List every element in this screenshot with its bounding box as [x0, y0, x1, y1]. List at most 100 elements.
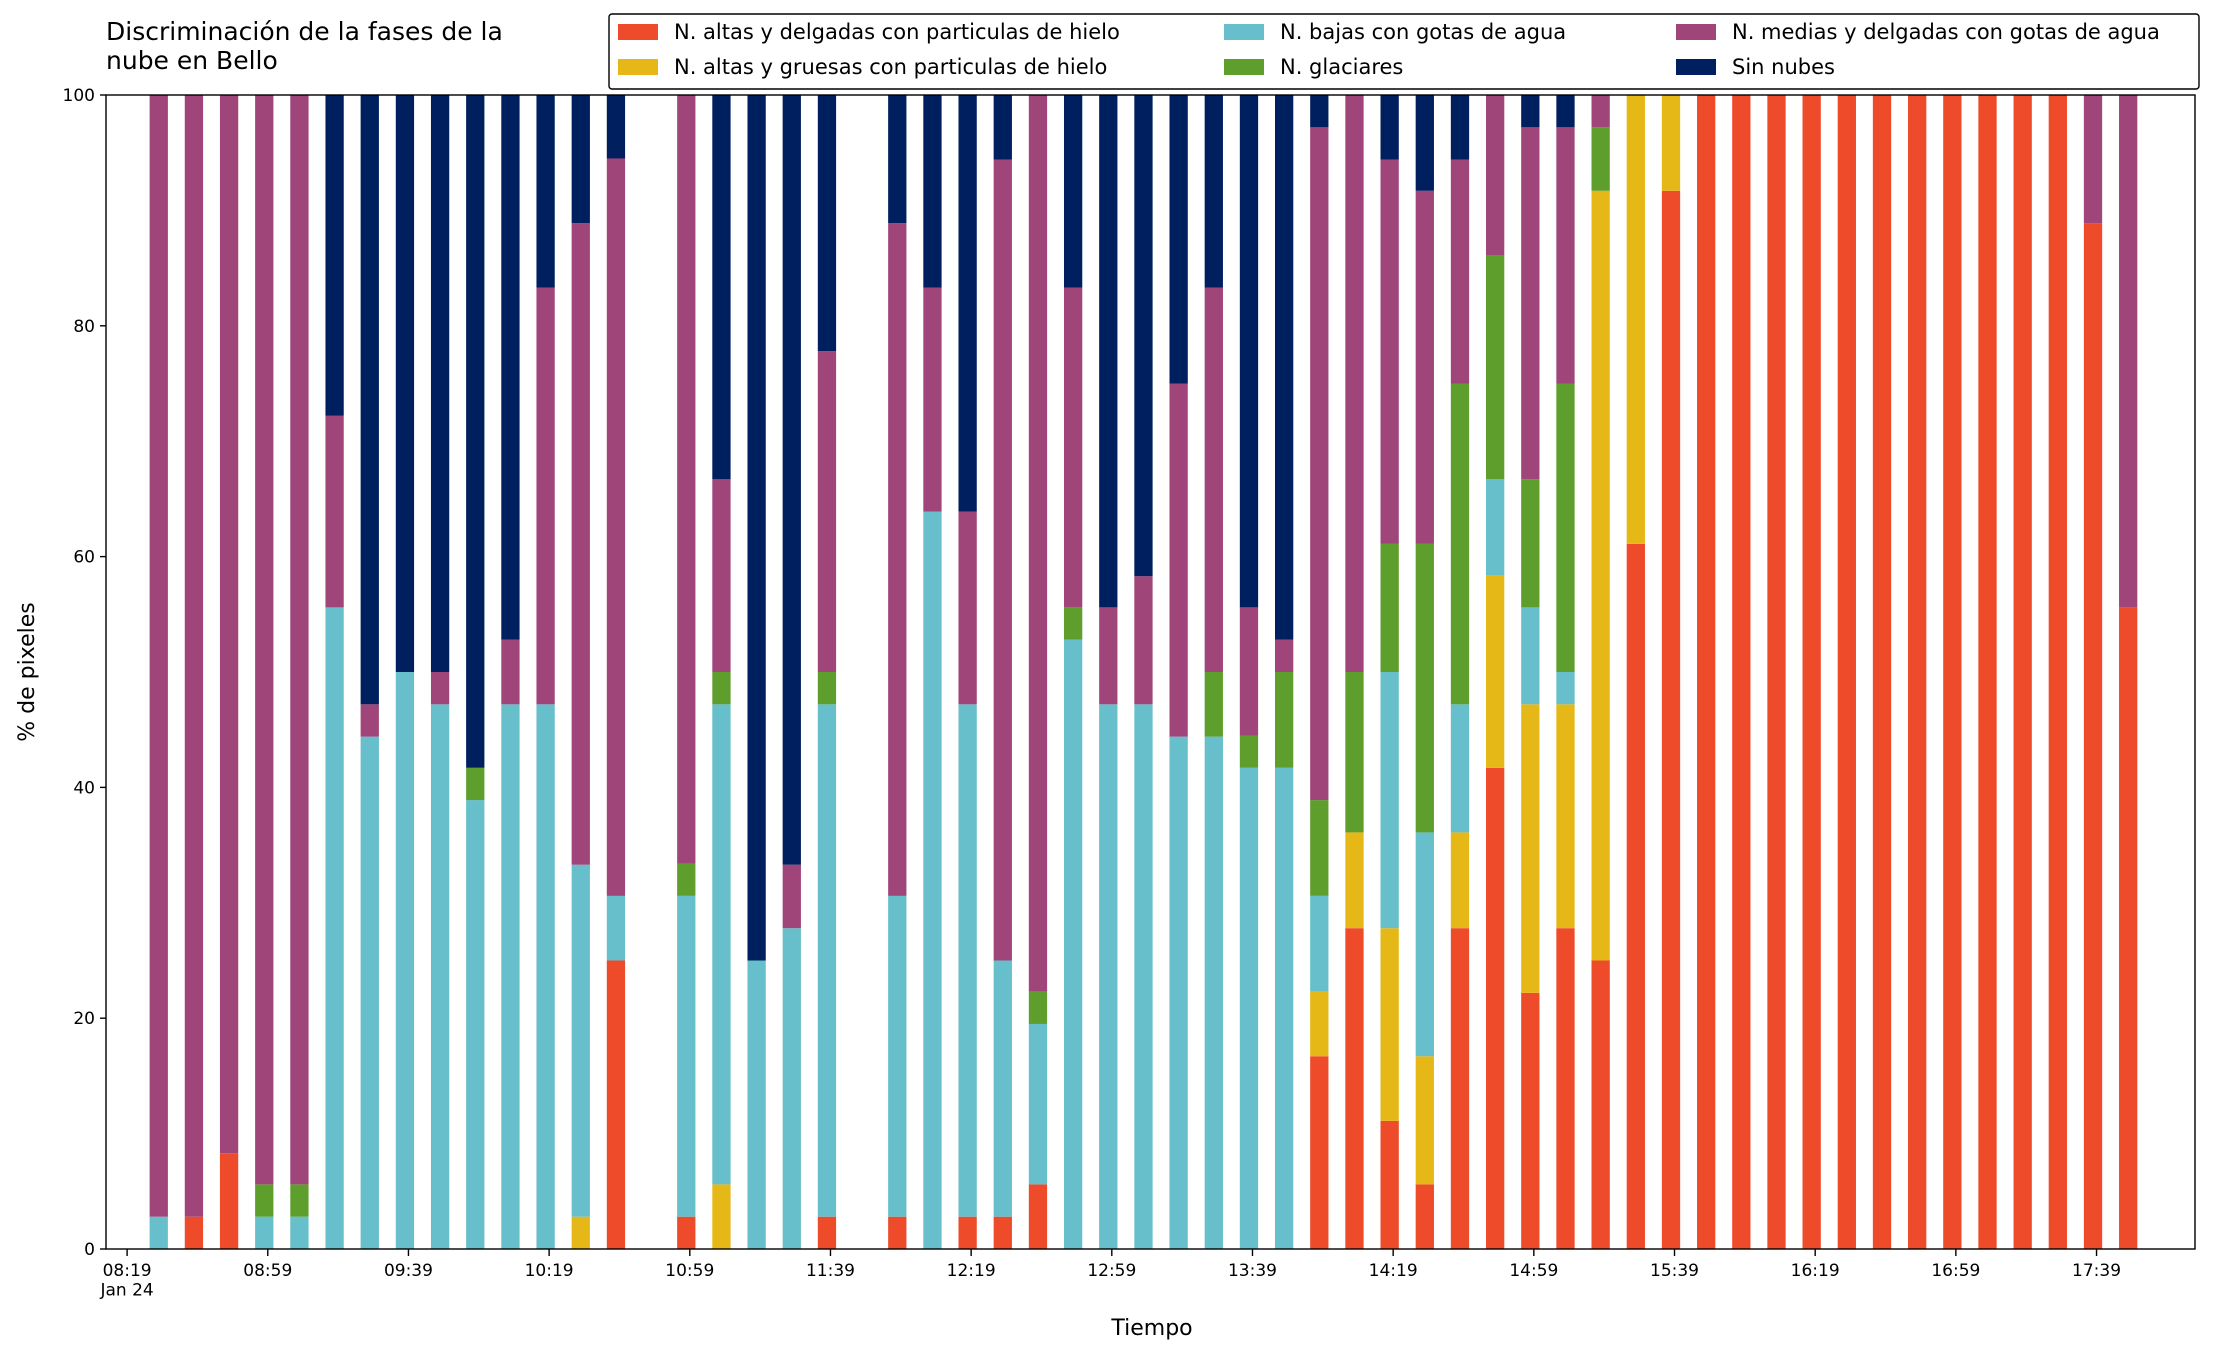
bar-segment [817, 704, 837, 1217]
bar-segment [1486, 575, 1505, 768]
bar-segment [1239, 735, 1259, 768]
x-tick-label: 12:19 [947, 1261, 996, 1281]
bar-segment [958, 95, 977, 512]
bar-segment [1556, 704, 1575, 929]
legend-label: N. bajas con gotas de agua [1280, 20, 1566, 44]
bar-segment [1239, 767, 1259, 1249]
bar-segment [1274, 639, 1294, 672]
bar-segment [501, 704, 520, 1249]
bar-segment [395, 95, 415, 672]
bar-segment [1450, 159, 1470, 384]
x-tick-label: 14:59 [1509, 1261, 1558, 1281]
bar-segment [1063, 287, 1083, 608]
bar-segment [1310, 127, 1329, 801]
bar-segment [1521, 95, 1540, 128]
bar-segment [1204, 736, 1223, 1249]
bar-segment [1837, 95, 1856, 1249]
bar-segment [1521, 992, 1540, 1249]
bar-segment [817, 95, 837, 352]
bar-segment [1521, 607, 1540, 705]
bar-segment [360, 95, 379, 705]
bar-segment [712, 704, 731, 1185]
bar-segment [2119, 607, 2138, 1249]
bar-segment [1450, 832, 1470, 929]
x-tick-label: 08:59 [243, 1261, 292, 1281]
bar-segment [1380, 1120, 1399, 1249]
bar-segment [747, 960, 766, 1249]
bar-segment [501, 639, 520, 705]
bar-segment [1415, 95, 1434, 191]
legend-swatch [1224, 24, 1264, 40]
bar-segment [1450, 928, 1470, 1249]
bar-segment [184, 95, 204, 1217]
bar-segment [677, 895, 696, 1217]
bar-segment [1274, 95, 1294, 640]
bar-segment [1239, 95, 1259, 608]
chart-title: Discriminación de la fases de la nube en … [106, 17, 503, 75]
bar-segment [923, 95, 942, 288]
bar-segment [1134, 576, 1153, 705]
bar-segment [255, 95, 274, 1185]
y-tick-label: 80 [73, 317, 95, 337]
bar-segment [1556, 127, 1575, 384]
bar-segment [1134, 95, 1153, 577]
legend: N. altas y delgadas con particulas de hi… [608, 13, 2200, 90]
bar-segment [782, 928, 801, 1249]
bar-segment [255, 1216, 274, 1249]
bar-segment [536, 287, 555, 705]
legend-swatch [1224, 59, 1264, 75]
bar-segment [1380, 95, 1399, 160]
x-tick-label: 10:59 [665, 1261, 714, 1281]
bar-segment [1486, 95, 1505, 256]
bar-segment [501, 95, 520, 640]
bar-segment [923, 287, 942, 512]
bar-segment [993, 159, 1012, 961]
bar-segment [958, 1216, 977, 1249]
y-tick-label: 60 [73, 548, 95, 568]
x-tick-label: 17:39 [2072, 1261, 2121, 1281]
bar-segment [1204, 95, 1223, 288]
legend-swatch [1676, 24, 1716, 40]
bar-segment [1239, 607, 1259, 736]
bar-segment [2083, 95, 2103, 224]
bar-segment [712, 672, 731, 705]
bar-segment [1310, 1056, 1329, 1249]
bar-segment [1169, 736, 1188, 1249]
bar-segment [1450, 95, 1470, 160]
bar-segment [1521, 479, 1540, 608]
bar-segment [1661, 190, 1681, 1250]
bar-segment [888, 223, 907, 896]
bar-segment [1556, 383, 1575, 672]
bar-segment [536, 704, 555, 1249]
bar-segment [360, 736, 379, 1249]
bar-segment [1345, 672, 1364, 833]
bar-segment [1415, 1056, 1434, 1185]
bar-segment [536, 95, 555, 288]
x-tick-label: 08:19 Jan 24 [99, 1261, 153, 1301]
x-tick-label: 14:19 [1369, 1261, 1418, 1281]
x-tick-label: 16:59 [1931, 1261, 1980, 1281]
bar-segment [923, 511, 942, 1249]
bar-segment [1380, 159, 1399, 544]
bar-segment [325, 415, 344, 608]
bar-segment [2048, 95, 2067, 1249]
bar-segment [1450, 383, 1470, 705]
bar-segment [184, 1216, 204, 1249]
bar-segment [1732, 95, 1751, 1249]
x-tick-label: 12:59 [1087, 1261, 1136, 1281]
bar-segment [1274, 767, 1294, 1249]
bar-segment [1415, 190, 1434, 544]
bar-segment [1169, 95, 1188, 384]
bar-segment [888, 1216, 907, 1249]
x-tick-label: 16:19 [1791, 1261, 1840, 1281]
bar-segment [1943, 95, 1962, 1249]
legend-swatch [618, 24, 658, 40]
bar-segment [255, 1184, 274, 1217]
bar-segment [1028, 95, 1048, 992]
bar-segment [1591, 127, 1610, 191]
x-tick-label: 11:39 [806, 1261, 855, 1281]
bar-segment [1099, 607, 1118, 705]
bar-segment [1661, 95, 1681, 191]
bar-segment [219, 1153, 239, 1249]
